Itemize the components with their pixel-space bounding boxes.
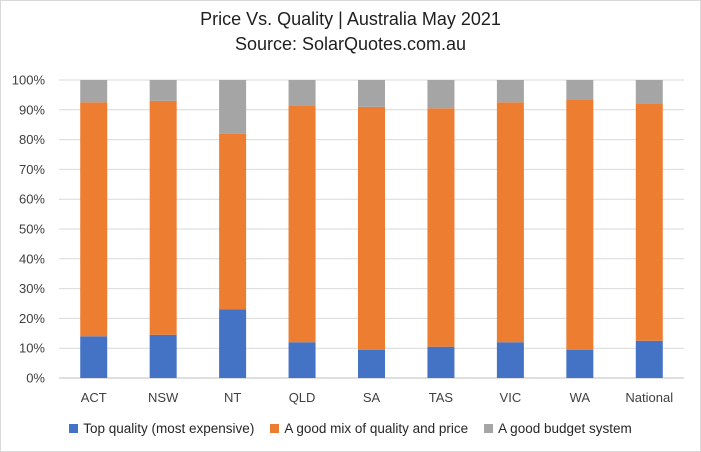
bar-segment	[80, 80, 108, 103]
y-tick-label: 40%	[19, 251, 45, 266]
bar-segment	[635, 340, 663, 378]
y-tick-label: 20%	[19, 311, 45, 326]
y-tick-label: 70%	[19, 162, 45, 177]
x-tick-label: SA	[363, 390, 381, 405]
legend-label: A good mix of quality and price	[284, 421, 469, 436]
bar-segment	[288, 80, 316, 106]
bar-segment	[149, 334, 177, 378]
x-tick-label: WA	[570, 390, 591, 405]
x-tick-label: National	[625, 390, 673, 405]
bar-segment	[288, 105, 316, 343]
legend-item: A good mix of quality and price	[270, 421, 468, 436]
legend-item: Top quality (most expensive)	[69, 421, 254, 436]
y-tick-label: 30%	[19, 281, 45, 296]
bar-segment	[80, 336, 108, 378]
y-tick-label: 0%	[26, 371, 45, 386]
x-tick-label: QLD	[289, 390, 316, 405]
chart-legend: Top quality (most expensive) A good mix o…	[0, 421, 701, 436]
chart-title: Price Vs. Quality | Australia May 2021	[200, 9, 501, 29]
y-tick-label: 50%	[19, 222, 45, 237]
legend-swatch	[484, 424, 494, 433]
bar-segment	[635, 103, 663, 341]
bar-segment	[80, 102, 108, 337]
bar-segment	[427, 108, 455, 347]
bar-segment	[219, 80, 247, 134]
y-tick-label: 10%	[19, 341, 45, 356]
x-tick-label: NSW	[148, 390, 179, 405]
x-tick-label: ACT	[81, 390, 107, 405]
legend-swatch	[270, 424, 280, 433]
bar-segment	[566, 349, 594, 378]
bar-segment	[219, 133, 247, 310]
bar-segment	[149, 80, 177, 101]
bar-segment	[358, 80, 385, 107]
bar-segment	[149, 100, 177, 335]
y-tick-label: 60%	[19, 192, 45, 207]
y-tick-label: 80%	[19, 132, 45, 147]
legend-label: A good budget system	[498, 421, 632, 436]
legend-label: Top quality (most expensive)	[83, 421, 255, 436]
legend-item: A good budget system	[484, 421, 632, 436]
x-tick-label: VIC	[500, 390, 522, 405]
bar-segment	[496, 342, 524, 378]
legend-swatch	[69, 424, 79, 433]
bar-segment	[496, 80, 524, 103]
bar-segment	[219, 309, 247, 378]
bar-segment	[427, 80, 455, 109]
x-tick-label: TAS	[429, 390, 454, 405]
bar-segment	[288, 342, 316, 378]
bar-segment	[427, 346, 455, 378]
bar-segment	[496, 102, 524, 343]
bar-segment	[635, 80, 663, 104]
chart-subtitle: Source: SolarQuotes.com.au	[234, 34, 467, 54]
bar-segment	[566, 80, 594, 100]
y-tick-label: 100%	[12, 73, 46, 88]
bar-segment	[358, 106, 385, 350]
bar-segment	[566, 99, 594, 350]
y-tick-label: 90%	[19, 102, 45, 117]
bar-segment	[358, 349, 385, 378]
x-tick-label: NT	[224, 390, 241, 405]
